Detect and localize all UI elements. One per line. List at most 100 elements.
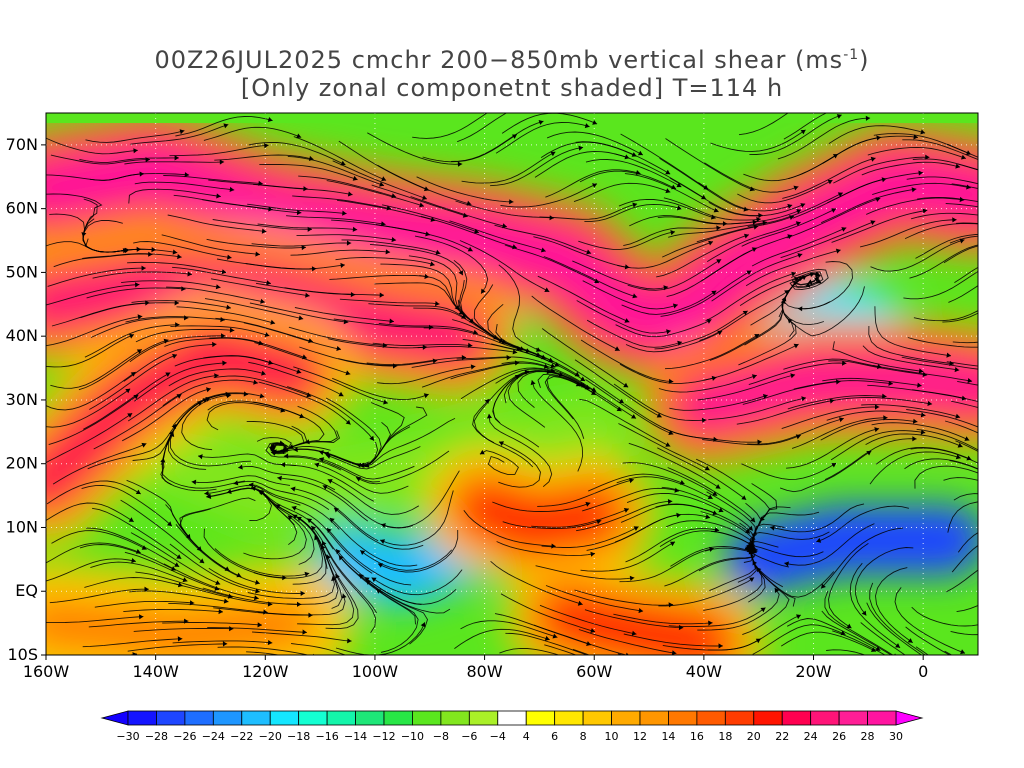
streamline-arrow — [756, 216, 761, 223]
streamline — [421, 362, 520, 388]
streamline — [662, 225, 759, 258]
streamline-arrow — [259, 393, 265, 399]
streamline — [473, 284, 531, 353]
streamline — [287, 155, 385, 187]
streamline — [175, 524, 260, 584]
streamline-arrow — [1001, 613, 1006, 618]
streamline-arrow — [467, 246, 473, 252]
lat-label: 70N — [6, 135, 38, 154]
streamline-arrow — [829, 398, 835, 404]
streamline — [284, 287, 385, 296]
streamline-arrow — [998, 224, 1003, 229]
streamline — [916, 428, 978, 451]
streamline — [875, 567, 913, 644]
streamline-arrow — [821, 583, 826, 589]
streamline — [746, 531, 830, 550]
streamline-arrow — [462, 212, 468, 218]
streamline — [742, 381, 841, 405]
colorbar-swatch — [440, 710, 470, 726]
streamline-arrow — [257, 622, 262, 628]
streamline — [957, 532, 978, 553]
streamline — [624, 173, 719, 213]
streamline-arrow — [753, 224, 759, 230]
streamline-arrow — [668, 378, 674, 384]
streamline-arrow — [346, 240, 352, 246]
streamline-arrow — [552, 633, 558, 639]
streamline — [584, 609, 684, 629]
streamline — [952, 341, 978, 344]
streamline-arrow — [831, 208, 836, 213]
streamline-arrow — [293, 447, 298, 453]
streamline — [951, 183, 978, 189]
streamline — [659, 157, 749, 211]
streamline — [203, 528, 287, 579]
streamline — [375, 588, 419, 653]
streamline — [705, 272, 797, 322]
streamline — [127, 374, 219, 422]
streamline-arrow — [883, 415, 888, 421]
streamline — [123, 608, 224, 613]
lon-label: 100W — [352, 662, 399, 681]
streamline-arrow — [597, 657, 602, 662]
streamline-arrow — [216, 193, 221, 199]
streamline-arrow — [676, 205, 682, 211]
streamline — [828, 125, 926, 144]
colorbar-label: −28 — [145, 730, 168, 743]
streamline-arrow — [1011, 207, 1016, 212]
streamline — [46, 502, 134, 523]
streamline — [946, 361, 978, 367]
streamline — [172, 266, 271, 284]
streamline — [821, 610, 893, 655]
streamline — [696, 215, 795, 243]
streamline-arrow — [580, 376, 586, 381]
streamline — [258, 381, 351, 425]
streamline — [904, 458, 978, 470]
lat-label: 10N — [6, 517, 38, 536]
streamline-arrow — [861, 610, 867, 616]
streamline-arrow — [586, 249, 592, 255]
streamline — [770, 503, 865, 533]
streamline-arrow — [784, 561, 789, 567]
streamline — [258, 593, 346, 616]
streamline-arrow — [337, 674, 342, 678]
streamline — [257, 223, 358, 231]
streamline-arrow — [236, 572, 242, 578]
colorbar-swatch — [326, 710, 356, 726]
streamline-arrow — [184, 172, 190, 178]
streamline-arrow — [530, 380, 536, 386]
lon-label: 80W — [466, 662, 502, 681]
streamline-arrow — [380, 539, 385, 544]
streamline-arrow — [261, 370, 266, 376]
streamline — [797, 261, 853, 310]
streamline — [661, 486, 754, 531]
streamline — [451, 120, 544, 162]
streamline-arrow — [718, 643, 723, 649]
streamline-arrow — [995, 475, 1000, 480]
streamline — [658, 577, 755, 607]
streamline-arrow — [268, 206, 273, 212]
colorbar-label: −22 — [230, 730, 253, 743]
streamline — [287, 386, 375, 441]
streamline-arrow — [383, 399, 388, 405]
streamline-arrow — [629, 575, 635, 581]
streamline-arrow — [167, 521, 172, 527]
streamline — [203, 126, 302, 141]
streamline — [620, 133, 709, 190]
streamline — [364, 417, 456, 468]
streamline — [259, 490, 328, 569]
streamline — [873, 365, 973, 382]
streamline-arrow — [846, 623, 852, 629]
streamline — [541, 526, 639, 548]
streamline — [945, 569, 978, 593]
streamline-arrow — [288, 444, 294, 449]
streamline — [135, 329, 235, 343]
streamline — [546, 376, 585, 439]
streamline — [913, 310, 978, 322]
streamline-arrow — [379, 181, 384, 187]
streamline-arrow — [991, 672, 996, 677]
colorbar-swatch — [525, 710, 556, 726]
streamline — [341, 239, 441, 255]
streamline-arrow — [839, 417, 844, 423]
streamline — [623, 633, 723, 647]
